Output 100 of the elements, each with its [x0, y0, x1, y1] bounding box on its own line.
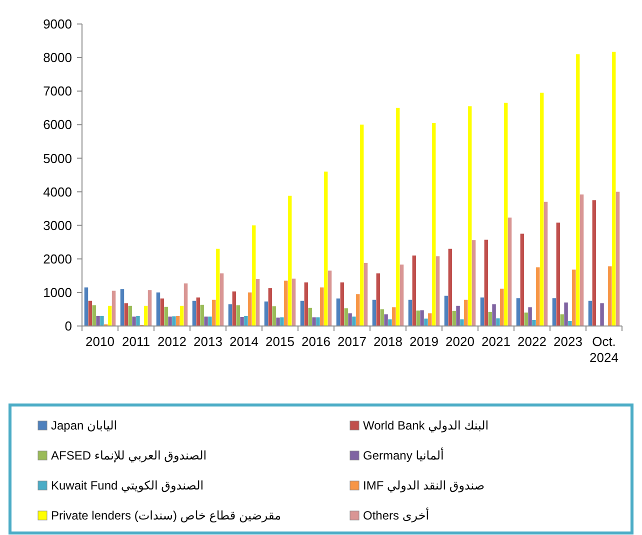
bar	[464, 300, 468, 326]
bar	[432, 122, 436, 326]
legend-label: AFSED الصندوق العربي للإنماء	[51, 448, 207, 462]
y-tick-label: 4000	[43, 184, 72, 200]
legend-label: Private lenders مقرضين قطاع خاص (سندات)	[51, 508, 282, 522]
bar	[600, 303, 604, 326]
x-tick-label: 2012	[158, 334, 186, 349]
bar	[392, 307, 396, 326]
bar	[436, 256, 440, 326]
x-tick-label: 2016	[302, 334, 330, 349]
bar	[516, 298, 520, 326]
bar	[612, 52, 616, 326]
bar	[480, 297, 484, 326]
bar	[240, 316, 244, 326]
legend-label: Germany ألمانيا	[363, 448, 444, 462]
bar	[360, 124, 364, 326]
x-tick-label: 2014	[230, 334, 258, 349]
bar	[528, 307, 532, 326]
bar	[384, 314, 388, 326]
bar	[128, 306, 132, 326]
bar	[232, 291, 236, 326]
bar	[388, 319, 392, 326]
bar	[136, 316, 140, 326]
bar	[520, 234, 524, 326]
bar	[112, 290, 116, 326]
bar	[452, 310, 456, 326]
legend-label: Japan اليابان	[51, 418, 118, 432]
bar	[192, 300, 196, 326]
bar	[164, 306, 168, 326]
bar	[328, 270, 332, 326]
bar	[348, 313, 352, 326]
bar	[496, 318, 500, 326]
y-tick-label: 0	[64, 318, 72, 334]
bar	[168, 316, 172, 326]
y-tick-label: 9000	[43, 16, 72, 32]
bar	[380, 309, 384, 326]
legend-label: Kuwait Fund الصندوق الكويتي	[51, 478, 204, 492]
bar	[364, 262, 368, 326]
bar	[552, 298, 556, 326]
bar	[336, 298, 340, 326]
bar	[144, 306, 148, 326]
bar	[448, 248, 452, 326]
bar	[264, 302, 268, 326]
bar	[500, 288, 504, 326]
bar	[460, 319, 464, 326]
bar	[456, 306, 460, 326]
bar	[284, 280, 288, 326]
bar	[472, 240, 476, 326]
bar	[176, 316, 180, 326]
bar	[396, 108, 400, 326]
bar	[252, 225, 256, 326]
bar	[184, 283, 188, 326]
bar	[228, 304, 232, 326]
bar	[160, 298, 164, 326]
bar	[536, 267, 540, 326]
bar	[216, 248, 220, 326]
bar	[580, 194, 584, 326]
bar	[244, 316, 248, 326]
x-tick-label: 2010	[86, 334, 114, 349]
bar	[280, 317, 284, 326]
bar	[340, 282, 344, 326]
legend-label: Others أخرى	[363, 508, 430, 522]
bar	[304, 282, 308, 326]
y-tick-label: 1000	[43, 284, 72, 300]
bar	[272, 306, 276, 326]
bar	[200, 304, 204, 326]
bar	[196, 297, 200, 326]
bar	[124, 303, 128, 326]
bar	[120, 289, 124, 326]
bar	[532, 320, 536, 326]
x-tick-label: 2023	[554, 334, 582, 349]
bar	[508, 218, 512, 326]
bar	[544, 202, 548, 326]
bar	[300, 300, 304, 326]
bar	[556, 222, 560, 326]
bar	[576, 54, 580, 326]
bar	[444, 296, 448, 326]
bar	[504, 102, 508, 326]
bar	[96, 316, 100, 326]
x-tick-label: 2020	[446, 334, 474, 349]
bar	[276, 318, 280, 326]
bar	[372, 300, 376, 326]
bar	[376, 273, 380, 326]
y-tick-label: 8000	[43, 50, 72, 66]
y-tick-label: 3000	[43, 218, 72, 233]
bar	[540, 92, 544, 326]
bar	[356, 294, 360, 326]
bar	[308, 308, 312, 326]
bar	[568, 320, 572, 326]
y-tick-label: 2000	[43, 251, 72, 266]
bar	[316, 317, 320, 326]
bar	[468, 106, 472, 326]
bar	[408, 300, 412, 326]
y-tick-label: 5000	[43, 150, 72, 166]
x-tick-label: Oct. 2024	[590, 334, 618, 365]
y-tick-label: 7000	[43, 84, 72, 99]
bar	[220, 273, 224, 326]
bar	[132, 316, 136, 326]
bar	[92, 305, 96, 326]
bar	[352, 316, 356, 326]
